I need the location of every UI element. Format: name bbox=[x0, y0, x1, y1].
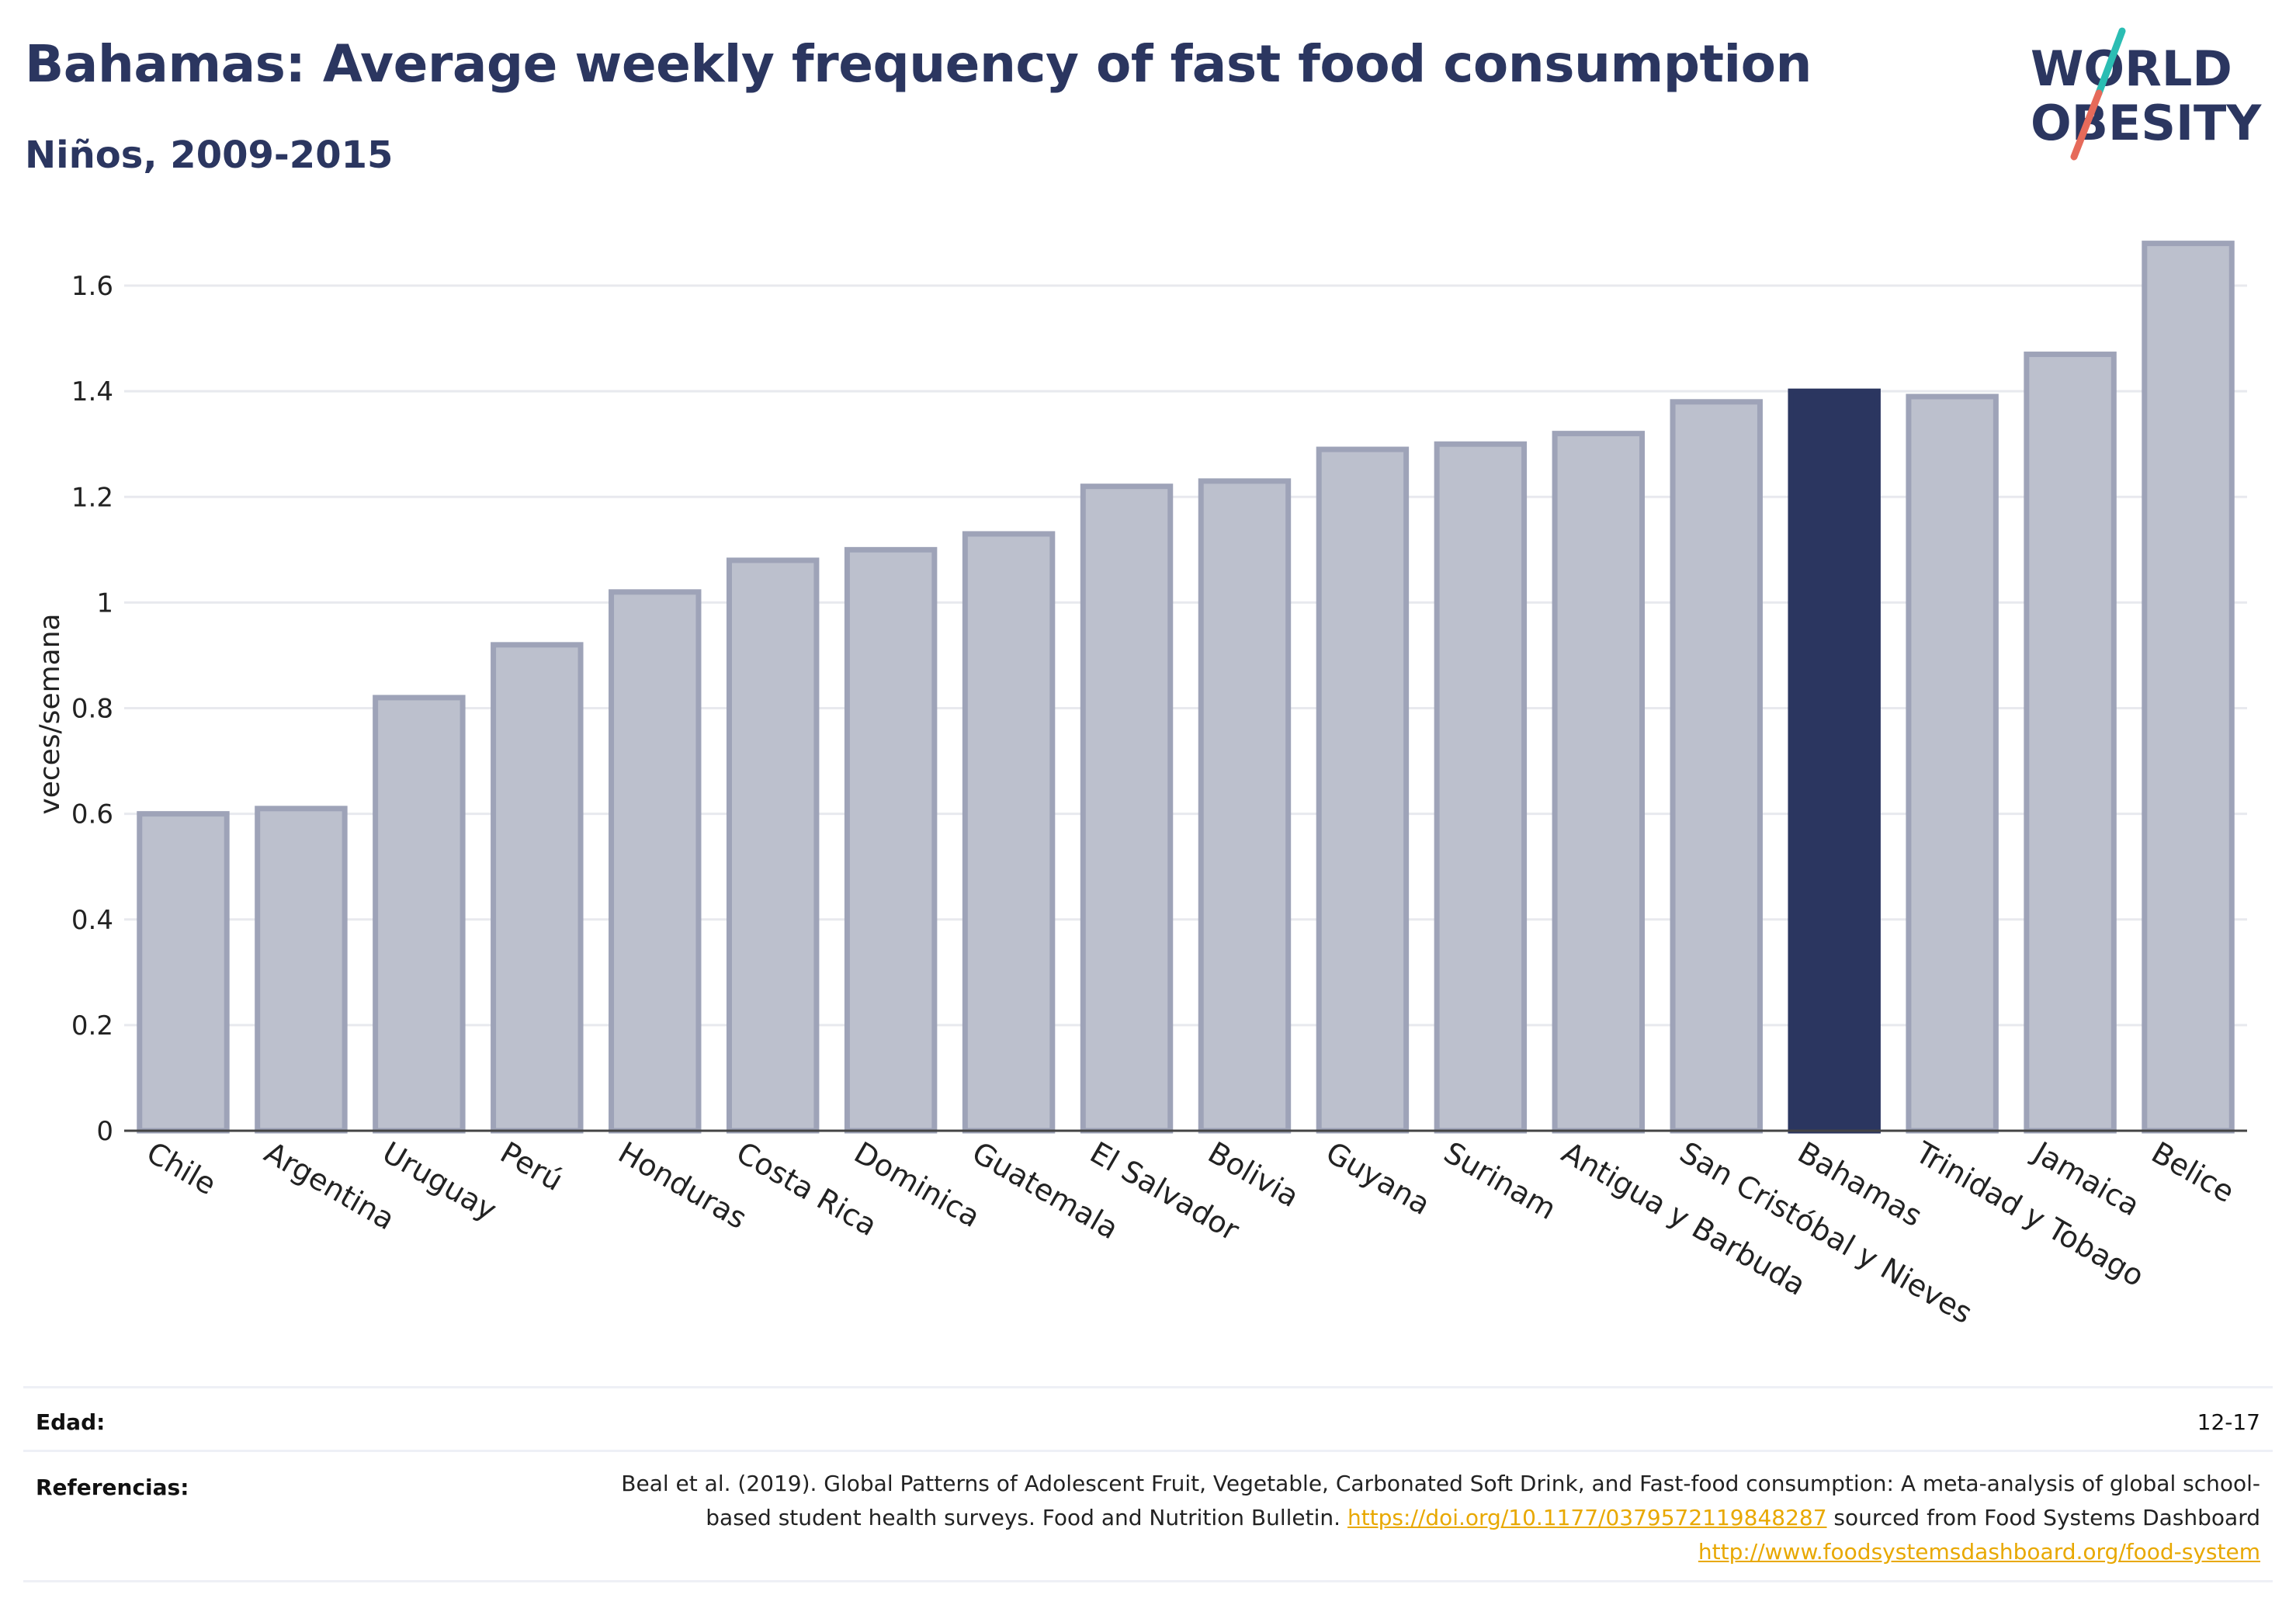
y-tick-label: 0.8 bbox=[71, 694, 113, 725]
bar-belice bbox=[2142, 241, 2235, 1134]
bar-surinam bbox=[1434, 441, 1528, 1134]
reference-dashboard-link[interactable]: http://www.foodsystemsdashboard.org/food… bbox=[1698, 1539, 2260, 1565]
y-tick-label: 1.6 bbox=[71, 271, 113, 302]
y-tick-label: 1 bbox=[96, 587, 113, 619]
x-tick-label: Chile bbox=[140, 1135, 221, 1202]
y-tick-label: 1.4 bbox=[71, 376, 113, 407]
bar-uruguay bbox=[373, 695, 466, 1134]
x-tick-label: Guyana bbox=[1320, 1135, 1436, 1222]
chart-subtitle: Niños, 2009-2015 bbox=[25, 133, 394, 177]
y-tick-label: 0 bbox=[96, 1116, 113, 1147]
references-text: Beal et al. (2019). Global Patterns of A… bbox=[599, 1467, 2260, 1569]
bar-chart: 00.20.40.60.811.21.41.6 Chile ArgentinaUr… bbox=[34, 241, 2247, 1330]
bar-dominica bbox=[844, 546, 938, 1134]
bar-argentina bbox=[255, 806, 348, 1134]
bar-el-salvador bbox=[1080, 483, 1174, 1134]
bar-san-cristóbal-y-nieves bbox=[1670, 399, 1763, 1134]
x-tick-label: Belice bbox=[2146, 1135, 2240, 1210]
reference-citation: Beal et al. (2019). Global Patterns of A… bbox=[621, 1471, 2260, 1530]
y-tick-label: 1.2 bbox=[71, 482, 113, 513]
bar-bahamas bbox=[1788, 388, 1881, 1134]
x-tick-label: Perú bbox=[494, 1135, 568, 1197]
grid-layer bbox=[124, 284, 2247, 1027]
references-label: Referencias: bbox=[36, 1475, 189, 1500]
bar-guyana bbox=[1316, 446, 1410, 1134]
bar-jamaica bbox=[2024, 352, 2117, 1134]
logo-text-obesity: OBESITY bbox=[2031, 95, 2262, 151]
bar-chile bbox=[137, 811, 230, 1134]
logo-text-world: WORLD bbox=[2031, 40, 2232, 97]
age-label: Edad: bbox=[36, 1409, 106, 1435]
footer-divider bbox=[23, 1580, 2273, 1582]
bar-perú bbox=[491, 642, 584, 1134]
chart-title: Bahamas: Average weekly frequency of fas… bbox=[25, 34, 1812, 94]
x-tick-label: Honduras bbox=[612, 1135, 752, 1236]
bar-trinidad-y-tobago bbox=[1906, 393, 1999, 1134]
y-axis-label: veces/semana bbox=[34, 613, 66, 814]
y-axis: 0 0.2 0.4 0.6 0.8 1 1.2 1.4 1.6 bbox=[71, 271, 113, 1147]
reference-source: sourced from Food Systems Dashboard bbox=[1833, 1505, 2260, 1530]
footer-divider bbox=[23, 1450, 2273, 1452]
footer-divider bbox=[23, 1386, 2273, 1388]
bar-honduras bbox=[609, 589, 702, 1134]
x-tick-label: Argentina bbox=[258, 1135, 401, 1237]
y-tick-label: 0.2 bbox=[71, 1010, 113, 1041]
y-tick-label: 0.6 bbox=[71, 799, 113, 830]
bar-guatemala bbox=[962, 531, 1056, 1134]
age-value: 12-17 bbox=[2197, 1409, 2260, 1435]
world-obesity-logo: WORLD OBESITY bbox=[2018, 27, 2282, 171]
world-obesity-logo-graphic: WORLD OBESITY bbox=[2031, 27, 2262, 161]
logo-slash-top bbox=[2095, 27, 2126, 97]
reference-doi-link[interactable]: https://doi.org/10.1177/0379572119848287 bbox=[1347, 1505, 1827, 1530]
bar-costa-rica bbox=[726, 557, 820, 1134]
bar-antigua-y-barbuda bbox=[1552, 431, 1646, 1134]
bar-bolivia bbox=[1198, 478, 1292, 1134]
y-tick-label: 0.4 bbox=[71, 905, 113, 936]
bars-layer bbox=[137, 241, 2235, 1134]
logo-slash-bottom bbox=[2070, 89, 2103, 161]
x-tick-label: Surinam bbox=[1438, 1135, 1562, 1226]
